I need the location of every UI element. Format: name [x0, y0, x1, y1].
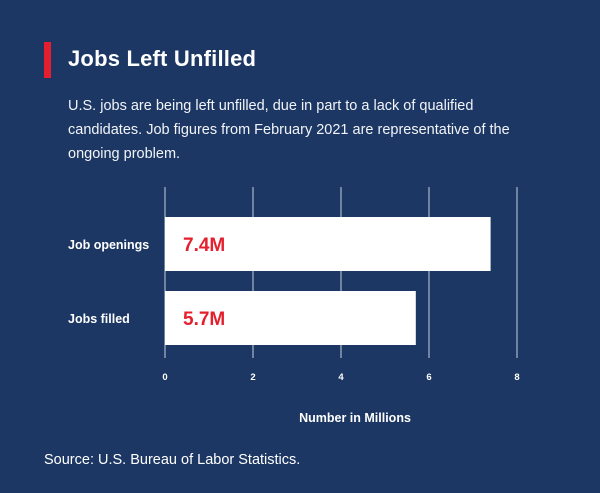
bar-job-openings: [165, 217, 491, 271]
x-tick-label-2: 2: [250, 372, 255, 383]
value-label-jobs-filled: 5.7M: [183, 309, 225, 330]
source-note: Source: U.S. Bureau of Labor Statistics.: [44, 452, 301, 468]
value-label-job-openings: 7.4M: [183, 235, 225, 256]
bar-jobs-filled: [165, 291, 416, 345]
x-tick-label-0: 0: [162, 372, 167, 383]
chart-subtitle: U.S. jobs are being left unfilled, due i…: [68, 98, 510, 162]
chart-title: Jobs Left Unfilled: [68, 46, 257, 71]
category-label-job-openings: Job openings: [68, 238, 149, 252]
title-accent-bar: [44, 42, 51, 78]
x-axis-title: Number in Millions: [299, 411, 411, 425]
x-tick-label-6: 6: [426, 372, 431, 383]
x-tick-label-8: 8: [514, 372, 519, 383]
x-tick-label-4: 4: [338, 372, 344, 383]
category-label-jobs-filled: Jobs filled: [68, 312, 130, 326]
